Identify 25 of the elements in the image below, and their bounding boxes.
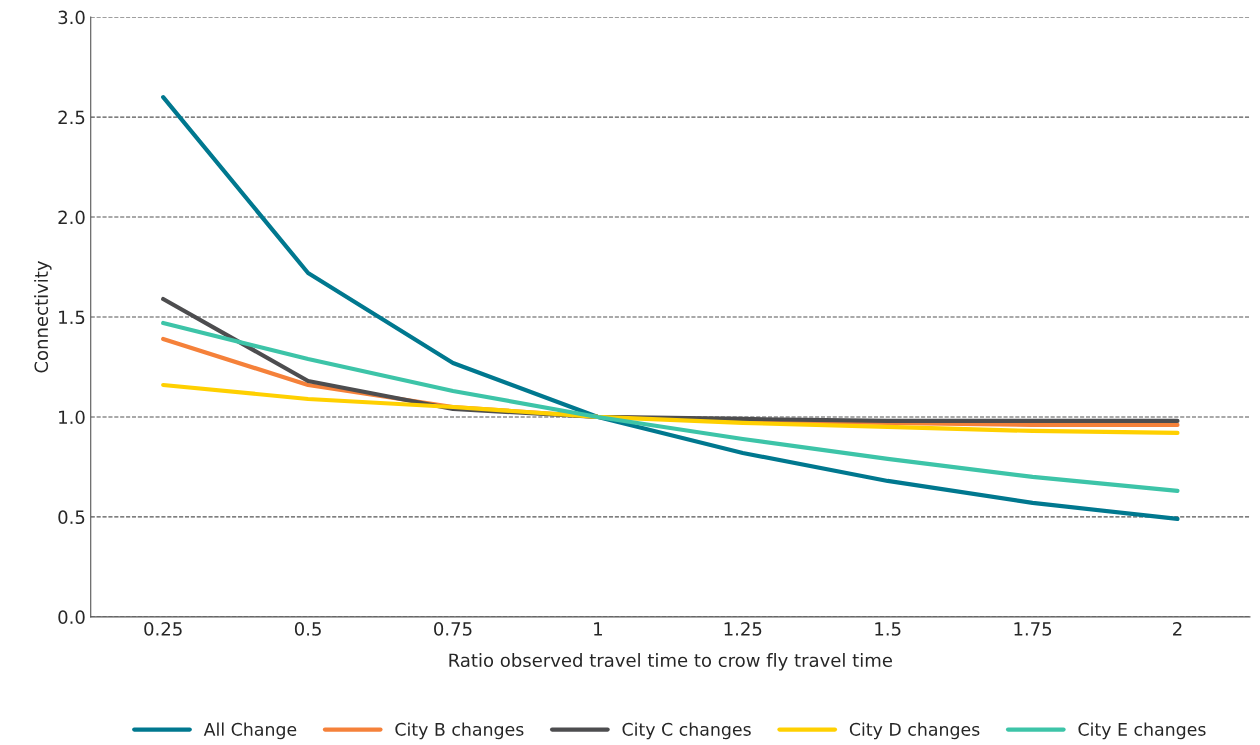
x-tick-label: 1.5 [875,622,901,636]
y-tick-label: 3.0 [58,10,85,25]
x-tick-label: 0.75 [434,622,472,636]
legend-label: All Change [203,722,297,740]
line-series [161,382,1180,436]
legend-label: City B changes [395,722,524,740]
legend-label: City D changes [849,722,980,740]
y-tick-label: 1.5 [59,310,85,325]
x-tick-label: 1.75 [1014,622,1052,636]
y-tick-label: 2.0 [58,210,85,225]
y-tick-label: 0.0 [58,610,85,624]
y-axis-title: Connectivity [34,260,52,373]
y-tick-label: 0.5 [58,510,85,525]
legend-label: City E changes [1078,722,1206,740]
line-series [161,95,1180,521]
y-tick-label: 1.0 [59,410,85,425]
y-tick-label: 2.5 [58,110,85,125]
x-tick-label: 0.5 [294,622,321,636]
line-series [161,320,1180,494]
legend-label: City C changes [622,722,751,740]
x-axis-title: Ratio observed travel time to crow fly travel time [449,653,892,671]
x-tick-label: 1.25 [724,622,762,636]
x-tick-label: 1 [594,622,602,636]
x-tick-label: 0.25 [144,622,182,636]
x-tick-label: 2 [1173,622,1182,636]
